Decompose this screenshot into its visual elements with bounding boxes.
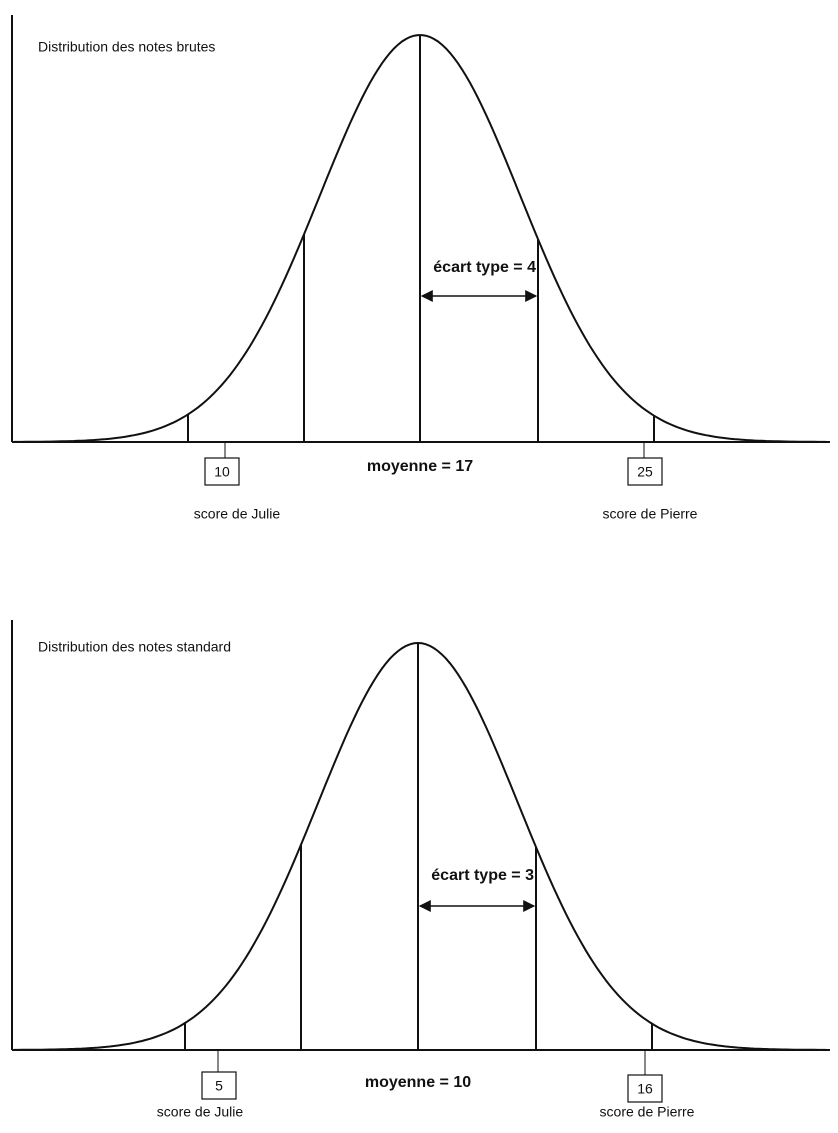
score-label: score de Julie xyxy=(157,1104,244,1120)
score-label: score de Pierre xyxy=(603,506,698,522)
score-value: 10 xyxy=(214,464,230,480)
panel-title: Distribution des notes brutes xyxy=(38,39,215,55)
score-label: score de Julie xyxy=(194,506,281,522)
sd-label: écart type = 3 xyxy=(431,867,534,884)
score-box xyxy=(201,1071,237,1100)
score-box xyxy=(627,457,663,486)
score-value: 5 xyxy=(215,1078,223,1094)
panel-title: Distribution des notes standard xyxy=(38,639,231,655)
score-value: 25 xyxy=(637,464,653,480)
score-box xyxy=(204,457,240,486)
score-box xyxy=(627,1074,663,1103)
score-value: 16 xyxy=(637,1081,653,1097)
score-label: score de Pierre xyxy=(600,1104,695,1120)
mean-label: moyenne = 10 xyxy=(365,1074,471,1091)
mean-label: moyenne = 17 xyxy=(367,458,473,475)
normal-curve xyxy=(14,641,826,1051)
sd-label: écart type = 4 xyxy=(433,259,536,276)
